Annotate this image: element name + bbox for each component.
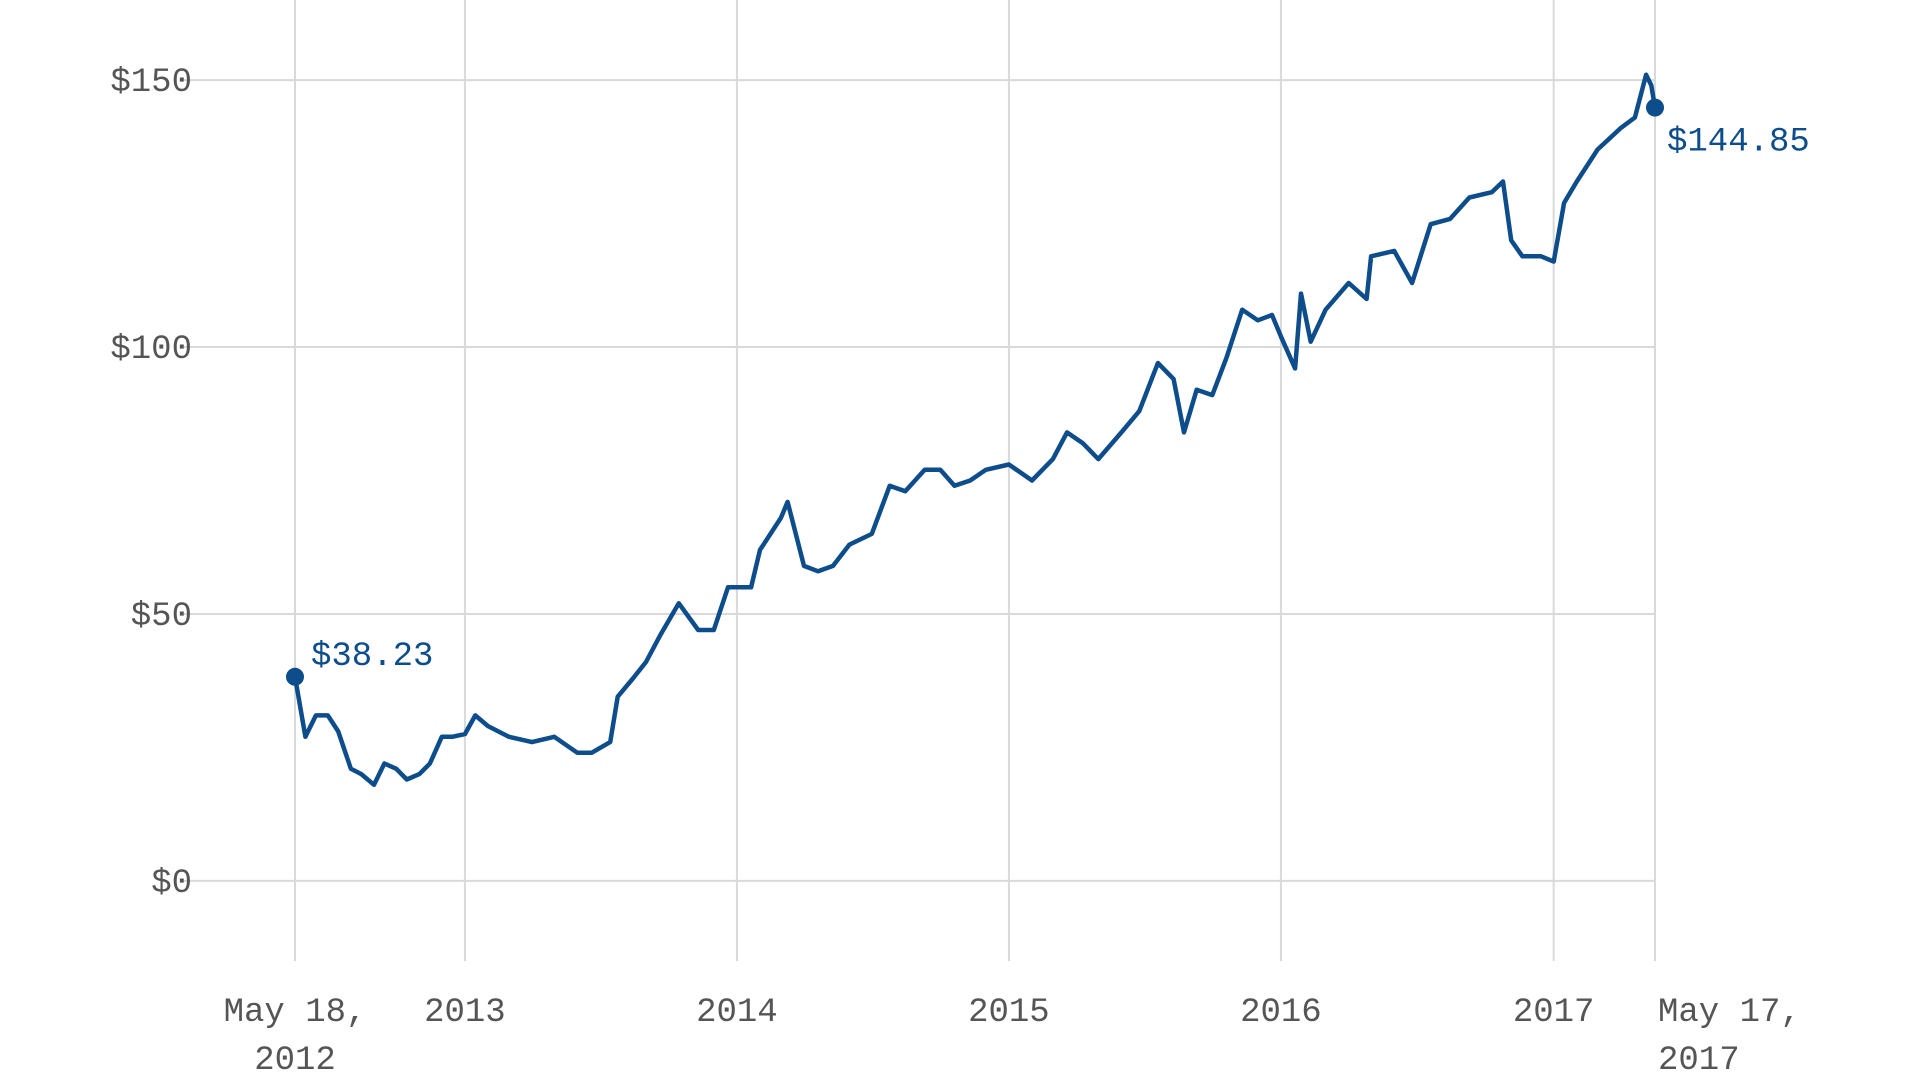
x-tick-label: 2017 [1513,994,1595,1032]
y-tick-label: $0 [151,865,192,903]
y-tick-label: $100 [110,331,192,369]
x-tick-label: 2015 [968,994,1050,1032]
end-point [286,667,304,686]
value-label: $38.23 [311,638,433,676]
x-tick-label: May 18, 2012 [224,994,367,1080]
x-tick-line: May 17, [1658,994,1801,1032]
x-tick-line: May 18, [224,994,367,1032]
value-label: $144.85 [1667,124,1810,162]
x-tick-label: 2014 [696,994,778,1032]
y-tick-label: $150 [110,64,192,102]
grid [184,0,1656,961]
end-point [1646,98,1664,117]
price-line [292,72,1658,788]
x-tick-label: 2016 [1240,994,1322,1032]
x-tick-line: 2017 [1658,1042,1740,1080]
x-tick-label: 2013 [424,994,506,1032]
y-tick-label: $50 [131,598,192,636]
x-tick-label: May 17, 2017 [1658,994,1801,1080]
x-tick-line: 2012 [254,1042,336,1080]
